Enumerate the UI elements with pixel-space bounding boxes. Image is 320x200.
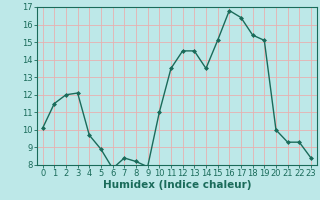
X-axis label: Humidex (Indice chaleur): Humidex (Indice chaleur)	[102, 180, 251, 190]
